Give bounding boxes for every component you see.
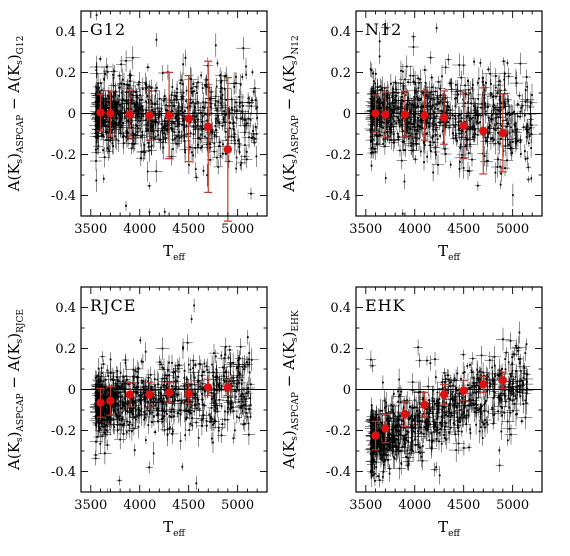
mean-point: [498, 128, 508, 138]
mean-point: [145, 390, 154, 399]
star-points: [94, 304, 253, 485]
y-tick-label: -0.2: [51, 424, 76, 439]
panel-title: EHK: [365, 296, 406, 315]
y-tick-label: 0: [68, 383, 76, 398]
point-errorbars: [88, 11, 261, 216]
y-tick-label: -0.4: [51, 465, 76, 480]
y-tick-label: 0.4: [55, 301, 76, 316]
y-tick-label: -0.2: [51, 148, 76, 163]
mean-point: [96, 398, 105, 408]
x-tick-label: 4000: [398, 222, 431, 237]
y-tick-label: 0.2: [55, 66, 76, 81]
mean-point: [420, 111, 429, 120]
y-axis-label: A(Ks)ASPCAP − A(Ks)G12: [5, 36, 26, 193]
mean-point: [459, 386, 468, 395]
y-tick-label: 0: [343, 383, 351, 398]
mean-point: [145, 111, 154, 120]
x-tick-label: 3500: [349, 498, 382, 513]
x-tick-label: 4500: [172, 498, 205, 513]
mean-point: [106, 109, 115, 118]
mean-point: [479, 126, 488, 136]
binned-means: [371, 87, 508, 175]
panel-title: N12: [365, 20, 402, 39]
x-tick-label: 4000: [123, 498, 156, 513]
x-tick-label: 5000: [221, 222, 254, 237]
y-tick-label: -0.4: [51, 189, 76, 204]
y-tick-label: 0.2: [330, 342, 351, 357]
mean-point: [96, 108, 105, 117]
mean-point: [125, 390, 135, 399]
mean-point: [164, 111, 174, 120]
y-axis-label: A(Ks)ASPCAP − A(Ks)RJCE: [5, 309, 26, 471]
data-points: [89, 298, 259, 492]
mean-point: [184, 114, 193, 123]
y-tick-label: 0.4: [330, 25, 351, 40]
mean-point: [498, 376, 508, 385]
y-tick-label: 0.2: [55, 342, 76, 357]
mean-point: [164, 388, 174, 397]
y-tick-label: 0.4: [330, 301, 351, 316]
x-tick-label: 3500: [74, 222, 107, 237]
x-tick-label: 5000: [496, 498, 529, 513]
x-tick-label: 3500: [349, 222, 382, 237]
panel-rjce: 3500 4000 4500 5000 0.4 0.2 0 -0.2 -0.4 RJCE Teff A…: [5, 286, 268, 539]
x-tick-label: 3500: [74, 498, 107, 513]
x-axis-label: Teff: [163, 242, 185, 263]
x-tick-label: 5000: [221, 498, 254, 513]
panel-n12: 3500 4000 4500 5000 0.4 0.2 0 -0.2 -0.4 N12 Teff A(…: [280, 10, 543, 263]
x-tick-label: 4000: [398, 498, 431, 513]
y-tick-label: -0.4: [326, 189, 351, 204]
mean-point: [125, 110, 135, 119]
mean-point: [184, 389, 193, 398]
y-tick-label: 0.4: [55, 25, 76, 40]
x-tick-label: 4500: [172, 222, 205, 237]
panel-ehk: 3500 4000 4500 5000 0.4 0.2 0 -0.2 -0.4 EHK Teff A(…: [280, 286, 543, 539]
y-axis-label: A(Ks)ASPCAP − A(Ks)EHK: [280, 310, 301, 469]
data-points: [88, 11, 261, 216]
mean-point: [439, 390, 449, 399]
y-tick-label: 0: [68, 107, 76, 122]
mean-point: [420, 400, 429, 410]
mean-point: [381, 424, 390, 433]
point-errorbars: [364, 19, 538, 216]
mean-point: [459, 121, 468, 130]
mean-point: [400, 110, 410, 119]
panel-title: RJCE: [90, 296, 136, 315]
mean-point: [371, 431, 380, 440]
y-tick-label: -0.2: [326, 424, 351, 439]
binned-means: [371, 371, 508, 451]
y-tick-label: -0.4: [326, 465, 351, 480]
x-axis-label: Teff: [438, 518, 460, 539]
panel-g12: 3500 4000 4500 5000 0.4 0.2 0 -0.2 -0.4 G12 Teff A(…: [5, 10, 268, 263]
mean-point: [223, 383, 233, 392]
data-points: [364, 321, 534, 488]
mean-point: [439, 113, 449, 122]
x-axis-label: Teff: [438, 242, 460, 263]
y-axis-label: A(Ks)ASPCAP − A(Ks)N12: [280, 35, 301, 192]
y-tick-label: -0.2: [326, 148, 351, 163]
x-axis-label: Teff: [163, 518, 185, 539]
mean-point: [204, 383, 213, 392]
mean-point: [479, 380, 488, 389]
binned-means: [96, 378, 233, 418]
mean-point: [371, 109, 380, 118]
point-errorbars: [364, 321, 534, 488]
mean-point: [381, 110, 390, 119]
mean-point: [400, 409, 410, 419]
x-tick-label: 4500: [447, 498, 480, 513]
binned-means: [96, 60, 233, 222]
x-tick-label: 4000: [123, 222, 156, 237]
mean-point: [223, 145, 233, 154]
x-tick-label: 5000: [496, 222, 529, 237]
panel-title: G12: [90, 20, 126, 39]
mean-point: [106, 396, 115, 405]
y-tick-label: 0.2: [330, 66, 351, 81]
x-tick-label: 4500: [447, 222, 480, 237]
y-tick-label: 0: [343, 107, 351, 122]
data-points: [364, 19, 538, 216]
mean-point: [204, 122, 213, 132]
